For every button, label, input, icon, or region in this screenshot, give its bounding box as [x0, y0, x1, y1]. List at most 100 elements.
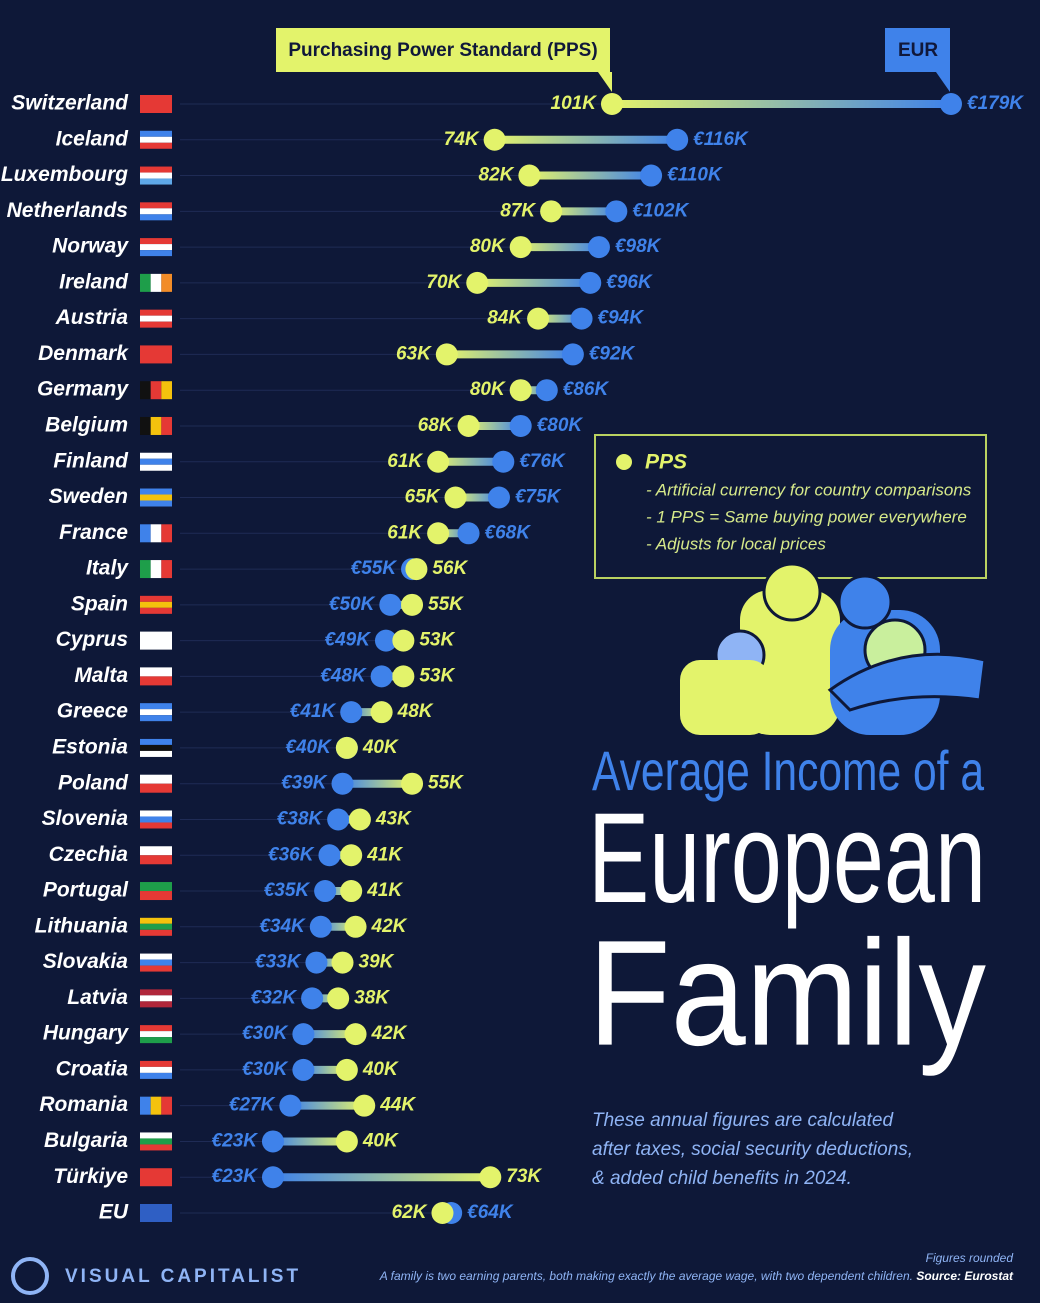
- flag: [140, 464, 172, 471]
- flag: [140, 1001, 172, 1008]
- flag: [140, 601, 172, 608]
- eur-value-label: €48K: [320, 665, 367, 686]
- pps-value-label: 80K: [470, 236, 506, 257]
- flag: [140, 1096, 151, 1115]
- pps-value-label: 56K: [432, 558, 468, 579]
- rows: Switzerland €179K 101K Iceland €116K 74K Luxem…: [1, 92, 1024, 1224]
- country-label: Denmark: [38, 342, 129, 365]
- flag: [140, 750, 172, 757]
- country-label: Luxembourg: [1, 163, 128, 186]
- eur-dot: [301, 987, 324, 1010]
- pps-dot: [405, 558, 428, 581]
- country-label: Finland: [53, 449, 129, 472]
- country-label: Latvia: [67, 986, 128, 1009]
- flag: [140, 1168, 172, 1187]
- pps-value-label: 42K: [371, 916, 408, 937]
- info-icon: [616, 454, 632, 470]
- pps-value-label: 61K: [387, 522, 423, 543]
- eur-value-label: €75K: [515, 487, 562, 508]
- pps-dot: [348, 808, 371, 831]
- flag: [140, 524, 151, 543]
- pps-value-label: 40K: [362, 737, 399, 758]
- flag: [140, 208, 172, 215]
- eur-value-label: €30K: [242, 1023, 289, 1044]
- pps-dot: [392, 665, 415, 688]
- eur-dot: [487, 486, 510, 509]
- eur-value-label: €32K: [251, 987, 298, 1008]
- description: & added child benefits in 2024.: [592, 1168, 852, 1189]
- eur-dot: [561, 343, 584, 366]
- pps-dot: [331, 951, 354, 974]
- country-label: Germany: [37, 378, 129, 401]
- eur-value-label: €23K: [212, 1166, 259, 1187]
- info-item: - Artificial currency for country compar…: [646, 480, 972, 499]
- info-title: PPS: [645, 451, 687, 474]
- eur-dot: [305, 951, 328, 974]
- eur-value-label: €33K: [255, 952, 302, 973]
- flag: [140, 95, 172, 113]
- brand: VISUAL CAPITALIST: [65, 1266, 301, 1287]
- eur-value-label: €39K: [281, 773, 328, 794]
- country-label: Slovakia: [43, 950, 129, 973]
- country-label: Italy: [86, 557, 129, 580]
- flag: [140, 494, 172, 501]
- flag: [140, 130, 172, 137]
- pps-value-label: 84K: [487, 308, 523, 329]
- eur-dot: [535, 379, 558, 402]
- eur-dot: [940, 93, 962, 115]
- eur-dot: [570, 307, 593, 330]
- pps-dot: [457, 414, 480, 437]
- pps-dot: [401, 593, 424, 616]
- flag: [140, 1144, 172, 1151]
- pps-dot: [431, 1202, 454, 1224]
- country-label: Portugal: [43, 879, 129, 902]
- flag: [140, 816, 172, 823]
- pps-value-label: 39K: [359, 952, 395, 973]
- pps-value-label: 40K: [362, 1130, 399, 1151]
- flag: [150, 524, 162, 543]
- pps-value-label: 38K: [354, 987, 390, 1008]
- eur-dot: [605, 200, 628, 223]
- eur-dot: [279, 1094, 302, 1117]
- pps-value-label: 55K: [428, 594, 464, 615]
- eur-dot: [379, 593, 402, 616]
- pps-value-label: 80K: [470, 379, 506, 400]
- eur-dot: [370, 665, 393, 688]
- flag: [140, 882, 172, 892]
- eur-value-label: €23K: [212, 1130, 259, 1151]
- flag: [140, 822, 172, 829]
- eur-dot: [309, 915, 332, 938]
- eur-dot: [327, 808, 350, 831]
- eur-value-label: €50K: [329, 594, 376, 615]
- flag: [140, 607, 172, 614]
- flag: [140, 995, 172, 1002]
- flag: [140, 202, 172, 209]
- country-label: Norway: [52, 235, 129, 258]
- eur-dot: [374, 629, 397, 652]
- flag: [140, 1204, 172, 1222]
- flag: [140, 891, 172, 901]
- eur-dot: [261, 1130, 284, 1153]
- eur-value-label: €102K: [632, 200, 689, 221]
- flag: [140, 953, 172, 960]
- legend-tag: [885, 28, 950, 72]
- pps-value-label: 101K: [551, 93, 598, 114]
- flag: [140, 560, 151, 579]
- title-line: Family: [588, 909, 986, 1077]
- flag: [140, 500, 172, 507]
- flag: [140, 959, 172, 966]
- flag: [140, 244, 172, 251]
- eur-value-label: €76K: [519, 451, 566, 472]
- info-item: - 1 PPS = Same buying power everywhere: [646, 507, 967, 526]
- country-label: Lithuania: [35, 914, 129, 937]
- pps-dot: [344, 915, 367, 938]
- brand-logo: [11, 1257, 49, 1295]
- pps-dot: [518, 164, 541, 187]
- flag: [140, 458, 172, 465]
- pps-dot: [444, 486, 467, 509]
- pps-dot: [527, 307, 550, 330]
- flag: [140, 965, 172, 972]
- country-label: Poland: [58, 771, 129, 794]
- pps-dot: [370, 701, 393, 724]
